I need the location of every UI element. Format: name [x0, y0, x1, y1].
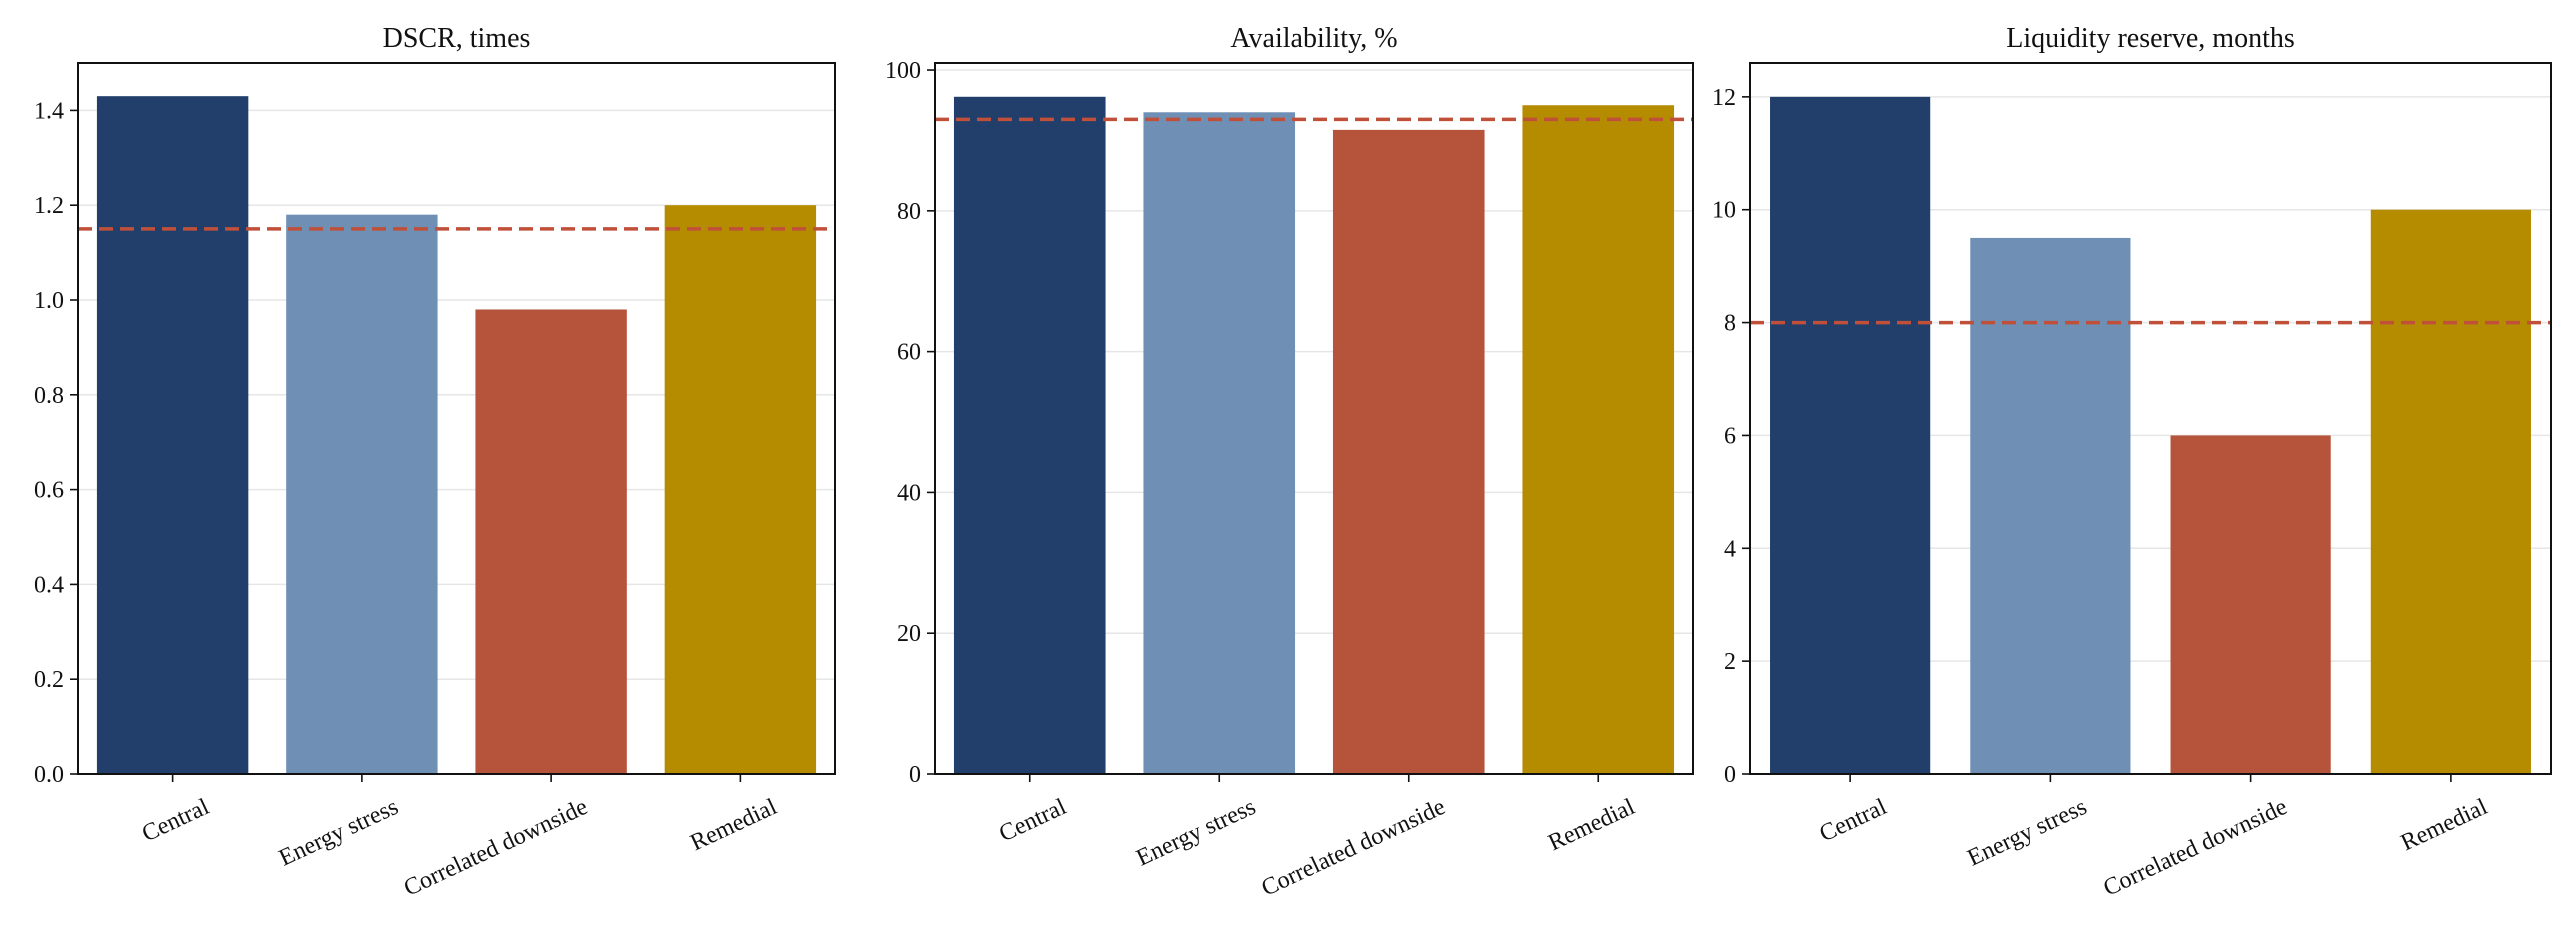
- bar-energy-stress: [1970, 237, 2131, 774]
- bar-energy-stress: [286, 214, 438, 774]
- y-tick-label: 1.2: [34, 193, 64, 219]
- bar-correlated-downside: [475, 309, 627, 774]
- axes-frame: [934, 62, 1694, 775]
- chart-title: Availability, %: [1230, 23, 1397, 54]
- bar-central: [1770, 96, 1931, 775]
- bar-energy-stress: [1143, 112, 1296, 775]
- y-tick-label: 40: [897, 480, 921, 506]
- x-tick-label: Central: [995, 794, 1070, 848]
- y-tick-label: 1.0: [34, 288, 64, 314]
- y-tick-label: 4: [1724, 536, 1736, 562]
- bar-remedial: [664, 205, 817, 774]
- x-tick-label: Energy stress: [275, 794, 402, 872]
- y-tick-label: 0.0: [34, 762, 64, 788]
- x-tick-label: Correlated downside: [400, 794, 592, 902]
- bar-correlated-downside: [1332, 129, 1485, 775]
- bar-central: [953, 96, 1106, 774]
- y-tick-label: 100: [885, 58, 921, 84]
- y-tick-label: 2: [1724, 649, 1736, 675]
- y-tick-label: 80: [897, 199, 921, 225]
- y-tick-label: 6: [1724, 423, 1736, 449]
- y-tick-label: 20: [897, 621, 921, 647]
- chart-title: DSCR, times: [383, 23, 531, 54]
- bar-central: [96, 96, 249, 775]
- x-tick-label: Energy stress: [1133, 794, 1260, 872]
- chart-panel-2: Availability, % 0 20 40 60 80 100 Central Energy…: [885, 23, 1694, 902]
- y-tick-label: 0.6: [34, 478, 64, 504]
- x-tick-label: Correlated downside: [1258, 794, 1450, 902]
- y-tick-label: 60: [897, 340, 921, 366]
- y-tick-label: 12: [1712, 85, 1736, 111]
- y-tick-label: 0: [1724, 762, 1736, 788]
- x-tick-label: Remedial: [1544, 794, 1639, 857]
- axes-frame: [77, 62, 836, 775]
- chart-title: Liquidity reserve, months: [2006, 23, 2295, 54]
- y-tick-label: 1.4: [34, 98, 64, 124]
- bar-remedial: [2370, 209, 2531, 774]
- bar-remedial: [1522, 105, 1675, 775]
- x-tick-label: Remedial: [2397, 794, 2492, 857]
- axes-frame: [1749, 62, 2552, 775]
- bar-correlated-downside: [2170, 435, 2331, 774]
- y-tick-label: 8: [1724, 311, 1736, 337]
- y-tick-label: 0: [909, 762, 921, 788]
- y-tick-label: 0.2: [34, 667, 64, 693]
- y-tick-label: 0.8: [34, 383, 64, 409]
- x-tick-label: Remedial: [687, 794, 782, 857]
- x-tick-label: Central: [138, 794, 213, 848]
- x-tick-label: Central: [1816, 794, 1891, 848]
- chart-panel-1: DSCR, times 0.0 0.2 0.4 0.6 0.8 1.0 1.2 1.4 Centr…: [34, 23, 836, 902]
- y-tick-label: 0.4: [34, 572, 64, 598]
- y-tick-label: 10: [1712, 198, 1736, 224]
- x-tick-label: Energy stress: [1964, 794, 2091, 872]
- x-tick-label: Correlated downside: [2100, 794, 2292, 902]
- chart-panel-3: Liquidity reserve, months 0 2 4 6 8 10 12 Centra…: [1712, 23, 2552, 902]
